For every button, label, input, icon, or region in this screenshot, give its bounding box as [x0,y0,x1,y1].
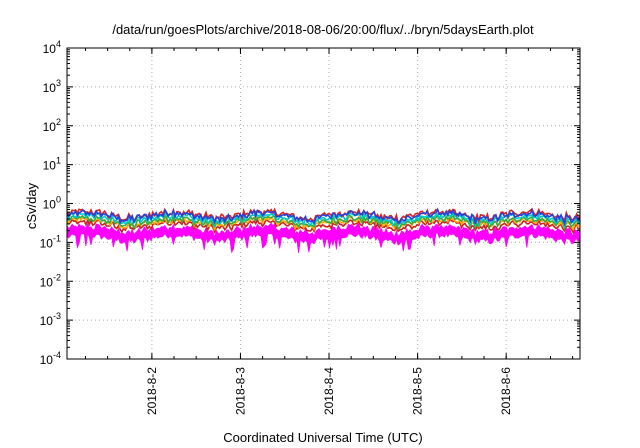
y-tick-exponent: 3 [56,78,61,88]
y-axis-label: cSv/day [24,182,39,229]
y-tick-exponent: -2 [53,272,61,282]
x-tick-label: 2018-8-2 [145,367,159,415]
x-tick-label: 2018-8-4 [322,367,336,415]
chart-title: /data/run/goesPlots/archive/2018-08-06/2… [112,22,534,37]
series-line [66,217,581,235]
y-tick-label: 10-2 [40,272,61,289]
y-tick-exponent: -3 [53,311,61,321]
y-tick-label: 10-3 [40,311,61,328]
y-tick-base: 10 [43,198,57,212]
grid [67,48,580,359]
y-tick-base: 10 [43,81,57,95]
series-layer [66,207,581,254]
y-tick-exponent: 2 [56,117,61,127]
series-band [66,222,581,254]
y-tick-label: 102 [43,117,61,134]
y-tick-base: 10 [43,120,57,134]
y-tick-base: 10 [43,159,57,173]
x-tick-labels: 2018-8-2 2018-8-3 2018-8-4 2018-8-5 2018-8-6 [145,367,513,415]
series-line [66,207,581,227]
series-line [66,213,580,232]
series-line [66,213,581,232]
y-tick-label: 100 [43,195,61,212]
x-tick-label: 2018-8-5 [411,367,425,415]
y-tick-exponent: -4 [53,350,61,360]
x-axis-label: Coordinated Universal Time (UTC) [223,430,422,445]
y-tick-base: 10 [40,275,54,289]
y-tick-label: 104 [43,39,61,56]
y-tick-exponent: 1 [56,156,61,166]
x-tick-label: 2018-8-6 [499,367,513,415]
y-tick-exponent: 4 [56,39,61,49]
y-tick-exponent: 0 [56,195,61,205]
y-tick-label: 103 [43,78,61,95]
y-tick-base: 10 [40,314,54,328]
y-tick-base: 10 [43,42,57,56]
x-tick-label: 2018-8-3 [233,367,247,415]
y-tick-exponent: -1 [53,233,61,243]
y-tick-label: 101 [43,156,61,173]
axis-ticks [67,47,580,360]
y-tick-base: 10 [40,236,54,250]
y-tick-label: 10-4 [40,350,61,367]
y-tick-label: 10-1 [40,233,61,250]
y-tick-base: 10 [40,353,54,367]
